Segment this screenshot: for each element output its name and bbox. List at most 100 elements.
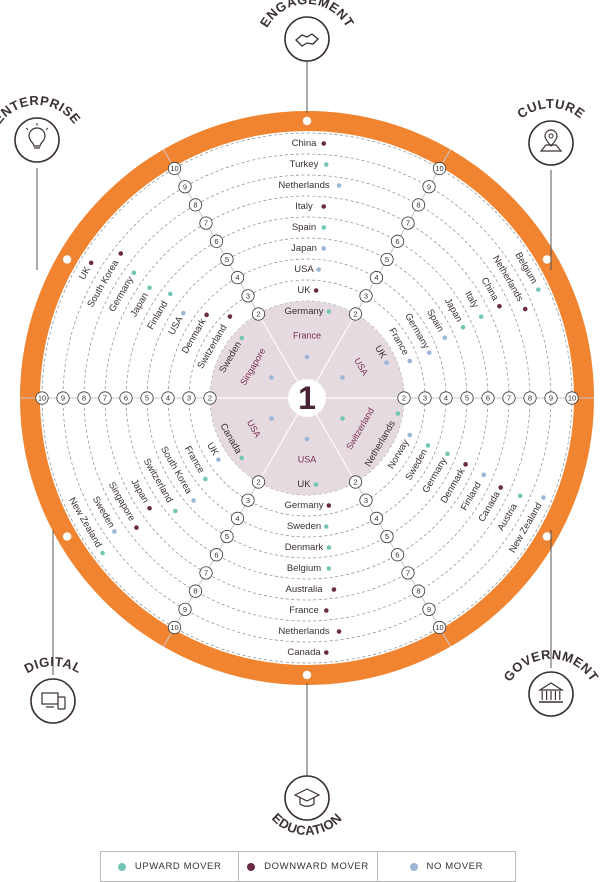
rank-badge — [77, 391, 91, 405]
rank-badge — [380, 529, 394, 544]
rank-badge-label: 3 — [364, 496, 368, 505]
rank-badge — [422, 602, 436, 616]
rank-badge-label: 5 — [225, 532, 229, 541]
rank-badge-label: 2 — [208, 394, 212, 403]
mover-dot — [321, 225, 327, 230]
rank-badge — [460, 391, 474, 405]
hub-mover-dot — [304, 354, 310, 360]
rank-badge — [182, 391, 196, 405]
hub-country-label: France — [293, 330, 321, 340]
rank-badge-label: 6 — [395, 550, 399, 559]
rank-badge-label: 9 — [427, 182, 431, 191]
mover-dot — [517, 493, 523, 499]
rank-badge — [167, 161, 182, 176]
country-label: Japan — [128, 477, 150, 505]
rank-badge-label: 8 — [193, 200, 197, 209]
rank-badge — [348, 475, 363, 489]
rank-badge — [397, 391, 411, 405]
rank-badge-label: 7 — [103, 394, 107, 403]
mover-dot — [239, 335, 245, 341]
country-label: UK — [204, 441, 220, 459]
mover-dot — [181, 310, 186, 316]
category-emblem — [284, 16, 330, 62]
sector-education: USA UK Germany Sweden Denmark Belgium Australi… — [278, 436, 342, 658]
rank-badge — [390, 234, 405, 248]
category-emblem — [528, 120, 574, 166]
rank-badge — [199, 216, 213, 230]
rank-badge-label: 9 — [61, 394, 65, 403]
mover-dot — [425, 443, 431, 448]
mover-dot — [204, 312, 209, 318]
rank-badge-label: 9 — [183, 605, 187, 614]
country-label: Netherlands — [278, 626, 329, 637]
rank-badge — [481, 391, 495, 405]
rank-badge-label: 2 — [353, 478, 357, 487]
rank-badge — [161, 391, 175, 405]
rank-badge-label: 7 — [204, 219, 208, 228]
rank-badge — [220, 529, 234, 544]
mover-dot — [324, 524, 329, 529]
mover-dot — [460, 324, 466, 330]
rank-badge-label: 10 — [38, 394, 46, 403]
category-digital: DIGITAL — [22, 530, 84, 724]
rank-badge — [390, 548, 405, 562]
rank-badge — [140, 391, 154, 405]
hub-mover-dot — [304, 436, 310, 442]
rank-badge — [401, 216, 415, 230]
mover-dot — [321, 141, 327, 146]
mover-dot — [216, 457, 221, 462]
rank-badge — [178, 602, 192, 616]
rank-badge — [502, 391, 516, 405]
rank-badge — [439, 391, 453, 405]
country-label: China — [292, 138, 318, 149]
rank-badge — [359, 289, 373, 303]
rank-badge-label: 2 — [402, 394, 406, 403]
country-label: Spain — [292, 222, 316, 233]
mover-dot — [463, 462, 468, 467]
rank-badge-label: 3 — [187, 394, 191, 403]
rank-badge — [380, 252, 394, 267]
rank-badge-label: 10 — [170, 164, 178, 173]
rank-badge-label: 8 — [528, 394, 532, 403]
country-label: Turkey — [290, 159, 319, 170]
rank-badge-label: 10 — [435, 164, 443, 173]
rank-badge-label: 8 — [416, 200, 420, 209]
mover-dot — [88, 260, 94, 266]
rank-badge-label: 4 — [374, 273, 378, 282]
rank-badge — [230, 511, 245, 525]
rank-badge-label: 7 — [507, 394, 511, 403]
rank-badge-label: 10 — [435, 623, 443, 632]
rank-badge-label: 4 — [374, 514, 378, 523]
rank-badge — [251, 475, 266, 489]
rank-badge — [422, 180, 436, 194]
mover-dot — [191, 498, 196, 503]
country-label: USA — [294, 264, 314, 275]
mover-dot — [336, 629, 342, 634]
ring-marker-dot — [302, 670, 312, 680]
country-label: Sweden — [287, 521, 321, 532]
rank-badge — [241, 289, 255, 303]
rank-badge-label: 4 — [235, 273, 239, 282]
rank-badge-label: 5 — [225, 255, 229, 264]
legend: UPWARD MOVER DOWNWARD MOVER NO MOVER — [100, 851, 516, 882]
mover-dot — [227, 314, 233, 319]
rank-badge — [188, 198, 203, 212]
rank-badge-label: 3 — [364, 291, 368, 300]
center-rank-number: 1 — [298, 380, 316, 416]
country-label: Austria — [496, 501, 521, 533]
legend-item-none: NO MOVER — [378, 852, 515, 881]
rank-badge-label: 4 — [166, 394, 170, 403]
category-culture: CULTURE — [514, 96, 587, 270]
rank-badge-label: 9 — [427, 605, 431, 614]
rank-badge — [56, 391, 70, 405]
category-engagement: ENGAGEMENT — [257, 0, 357, 113]
mover-dot — [498, 485, 503, 490]
legend-dot-none — [409, 862, 418, 871]
mover-dot — [478, 314, 484, 320]
rank-badge-label: 5 — [385, 532, 389, 541]
country-label: UK — [297, 479, 311, 490]
mover-dot — [497, 303, 502, 309]
mover-dot — [313, 288, 319, 293]
mover-dot — [147, 285, 152, 291]
